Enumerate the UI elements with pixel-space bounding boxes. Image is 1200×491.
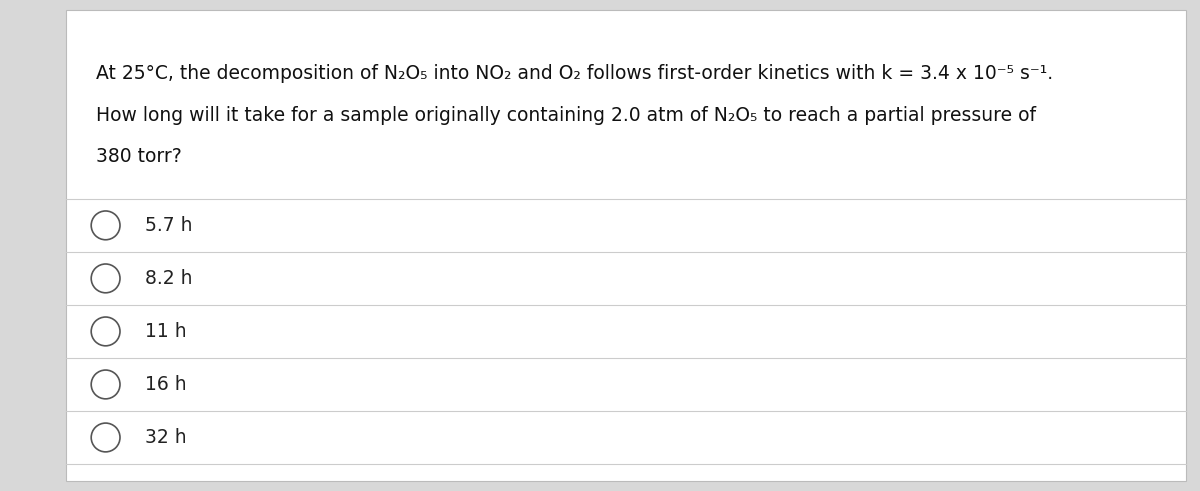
Text: 380 torr?: 380 torr? (96, 147, 181, 166)
Text: 32 h: 32 h (145, 428, 187, 447)
Text: At 25°C, the decomposition of N₂O₅ into NO₂ and O₂ follows first-order kinetics : At 25°C, the decomposition of N₂O₅ into … (96, 64, 1054, 83)
Text: 8.2 h: 8.2 h (145, 269, 193, 288)
Text: 11 h: 11 h (145, 322, 187, 341)
Text: 5.7 h: 5.7 h (145, 216, 193, 235)
Text: How long will it take for a sample originally containing 2.0 atm of N₂O₅ to reac: How long will it take for a sample origi… (96, 106, 1036, 125)
Text: 16 h: 16 h (145, 375, 187, 394)
